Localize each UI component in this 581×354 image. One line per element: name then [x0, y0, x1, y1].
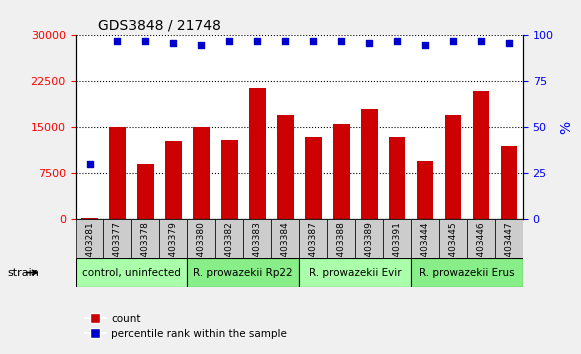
Text: GSM403378: GSM403378: [141, 222, 150, 276]
Text: GSM403377: GSM403377: [113, 222, 122, 276]
FancyBboxPatch shape: [187, 258, 299, 287]
FancyBboxPatch shape: [159, 219, 187, 258]
Text: GSM403387: GSM403387: [309, 222, 318, 276]
Bar: [109, 127, 126, 219]
Bar: [137, 164, 154, 219]
Y-axis label: %: %: [559, 121, 573, 134]
Text: GSM403389: GSM403389: [365, 222, 374, 276]
Text: strain: strain: [8, 268, 40, 278]
Text: R. prowazekii Rp22: R. prowazekii Rp22: [193, 268, 293, 278]
FancyBboxPatch shape: [439, 219, 467, 258]
Point: [225, 38, 234, 44]
Point: [392, 38, 401, 44]
Point: [309, 38, 318, 44]
Point: [113, 38, 122, 44]
Bar: [472, 91, 489, 219]
FancyBboxPatch shape: [76, 258, 187, 287]
Bar: [193, 127, 210, 219]
Bar: [249, 87, 266, 219]
Bar: [389, 137, 406, 219]
Bar: [81, 218, 98, 219]
FancyBboxPatch shape: [131, 219, 159, 258]
Text: GSM403383: GSM403383: [253, 222, 262, 276]
FancyBboxPatch shape: [383, 219, 411, 258]
FancyBboxPatch shape: [216, 219, 243, 258]
FancyBboxPatch shape: [187, 219, 216, 258]
Point: [197, 42, 206, 47]
Text: GSM403379: GSM403379: [169, 222, 178, 276]
Text: GSM403444: GSM403444: [421, 222, 429, 276]
Point: [253, 38, 262, 44]
Text: GDS3848 / 21748: GDS3848 / 21748: [98, 19, 221, 33]
Bar: [417, 161, 433, 219]
Point: [449, 38, 458, 44]
Text: GSM403281: GSM403281: [85, 222, 94, 276]
FancyBboxPatch shape: [299, 219, 327, 258]
Point: [141, 38, 150, 44]
Point: [281, 38, 290, 44]
Bar: [305, 137, 322, 219]
Bar: [165, 141, 182, 219]
Point: [364, 40, 374, 46]
FancyBboxPatch shape: [243, 219, 271, 258]
Bar: [333, 124, 350, 219]
Point: [504, 40, 514, 46]
FancyBboxPatch shape: [467, 219, 495, 258]
FancyBboxPatch shape: [76, 219, 103, 258]
Text: GSM403380: GSM403380: [197, 222, 206, 276]
Text: control, uninfected: control, uninfected: [82, 268, 181, 278]
FancyBboxPatch shape: [103, 219, 131, 258]
Text: GSM403447: GSM403447: [504, 222, 514, 276]
Text: GSM403446: GSM403446: [476, 222, 486, 276]
Text: GSM403384: GSM403384: [281, 222, 290, 276]
FancyBboxPatch shape: [299, 258, 411, 287]
FancyBboxPatch shape: [411, 219, 439, 258]
Text: GSM403388: GSM403388: [336, 222, 346, 276]
Point: [476, 38, 486, 44]
Bar: [501, 146, 517, 219]
Text: GSM403445: GSM403445: [449, 222, 457, 276]
Legend: count, percentile rank within the sample: count, percentile rank within the sample: [81, 310, 291, 343]
FancyBboxPatch shape: [495, 219, 523, 258]
Point: [85, 161, 94, 167]
Point: [336, 38, 346, 44]
Point: [421, 42, 430, 47]
FancyBboxPatch shape: [411, 258, 523, 287]
Text: GSM403382: GSM403382: [225, 222, 234, 276]
Bar: [221, 140, 238, 219]
Bar: [277, 115, 293, 219]
Text: GSM403391: GSM403391: [393, 222, 401, 276]
Bar: [444, 115, 461, 219]
FancyBboxPatch shape: [327, 219, 355, 258]
Text: R. prowazekii Evir: R. prowazekii Evir: [309, 268, 401, 278]
Point: [168, 40, 178, 46]
Text: R. prowazekii Erus: R. prowazekii Erus: [419, 268, 515, 278]
FancyBboxPatch shape: [355, 219, 383, 258]
FancyBboxPatch shape: [271, 219, 299, 258]
Bar: [361, 109, 378, 219]
